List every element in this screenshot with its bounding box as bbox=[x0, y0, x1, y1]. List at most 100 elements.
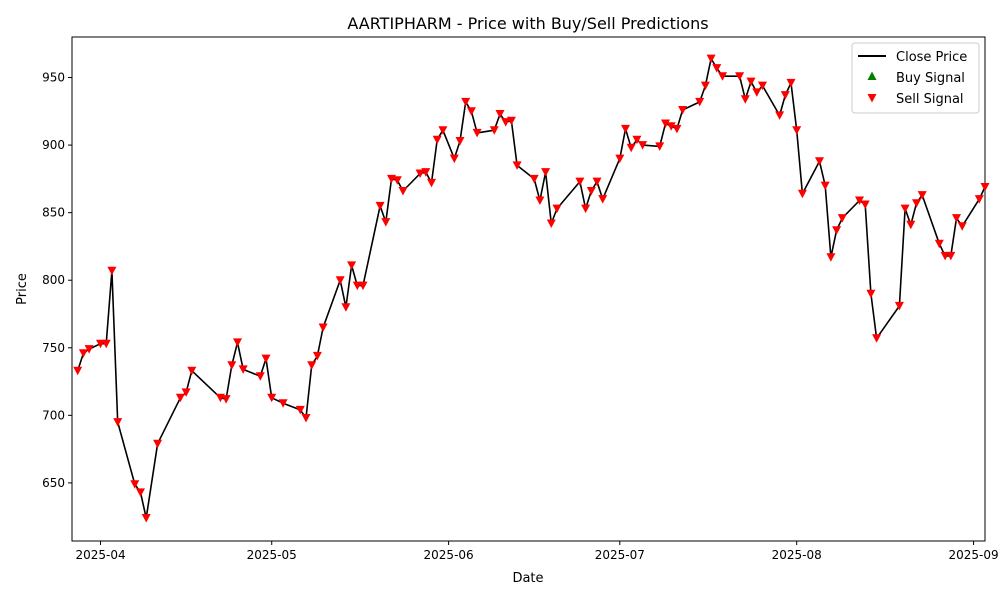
legend-box bbox=[851, 42, 980, 114]
sell-signal-marker bbox=[392, 176, 402, 185]
sell-signal-marker bbox=[661, 119, 670, 128]
y-tick-label: 700 bbox=[42, 408, 65, 422]
sell-signal-marker bbox=[894, 301, 904, 311]
sell-signal-marker bbox=[415, 169, 425, 178]
sell-signal-marker bbox=[130, 480, 140, 489]
sell-signal-marker bbox=[952, 214, 961, 223]
sell-signal-marker bbox=[752, 88, 762, 97]
sell-signal-marker bbox=[238, 365, 248, 374]
sell-signal-marker bbox=[398, 187, 408, 196]
sell-signal-marker bbox=[358, 281, 368, 291]
sell-signal-marker bbox=[940, 251, 950, 261]
sell-signal-marker bbox=[826, 253, 836, 262]
sell-signal-marker bbox=[575, 177, 585, 187]
sell-signal-marker bbox=[489, 126, 499, 135]
sell-signal-marker bbox=[780, 91, 790, 100]
sell-signal-marker bbox=[678, 106, 688, 115]
sell-signal-marker bbox=[586, 187, 596, 196]
sell-signal-marker bbox=[552, 204, 562, 214]
sell-signal-marker bbox=[740, 95, 750, 104]
sell-signal-marker bbox=[506, 116, 516, 126]
y-tick-label: 950 bbox=[42, 71, 65, 85]
sell-signal-marker bbox=[421, 168, 431, 177]
sell-signal-marker bbox=[466, 107, 476, 116]
legend-close-price-label: Close Price bbox=[896, 50, 967, 65]
sell-signal-marker bbox=[718, 72, 727, 81]
sell-signal-marker bbox=[233, 338, 242, 347]
sell-signal-marker bbox=[672, 124, 682, 134]
x-axis-label: Date bbox=[512, 571, 543, 586]
sell-signal-marker bbox=[318, 323, 328, 332]
sell-signal-marker bbox=[957, 222, 967, 231]
sell-signal-marker bbox=[512, 161, 522, 170]
sell-signal-marker bbox=[255, 372, 265, 381]
x-tick-label: 2025-07 bbox=[595, 548, 645, 562]
sell-signal-marker bbox=[113, 418, 123, 427]
sell-signal-marker bbox=[495, 110, 505, 119]
sell-signal-marker bbox=[501, 118, 511, 127]
y-tick-label: 900 bbox=[42, 138, 65, 152]
sell-signal-marker bbox=[615, 154, 625, 164]
sell-signal-marker bbox=[278, 399, 288, 408]
y-axis-label: Price bbox=[15, 273, 30, 305]
sell-signal-marker bbox=[706, 54, 716, 64]
sell-signal-marker bbox=[832, 226, 842, 235]
sell-signal-marker bbox=[307, 361, 317, 370]
sell-signal-marker bbox=[700, 81, 710, 91]
sell-signal-marker bbox=[107, 266, 117, 276]
sell-signal-marker bbox=[980, 183, 990, 192]
sell-signal-marker bbox=[655, 142, 665, 151]
sell-signal-marker bbox=[352, 281, 362, 291]
sell-signal-marker bbox=[934, 239, 944, 249]
sell-signal-marker bbox=[695, 97, 705, 107]
sell-signal-marker bbox=[295, 405, 305, 415]
sell-signal-marker bbox=[73, 366, 83, 376]
sell-signal-marker bbox=[347, 261, 357, 270]
x-tick-label: 2025-04 bbox=[75, 548, 125, 562]
sell-signal-marker bbox=[666, 122, 676, 131]
sell-signal-marker bbox=[621, 124, 630, 134]
sell-signal-marker bbox=[101, 339, 111, 349]
x-tick-label: 2025-08 bbox=[772, 548, 822, 562]
sell-signal-marker bbox=[529, 174, 539, 184]
sell-signal-marker bbox=[141, 514, 151, 523]
sell-signal-marker bbox=[712, 64, 722, 73]
y-tick-label: 650 bbox=[42, 476, 65, 490]
sell-signal-marker bbox=[455, 137, 465, 146]
sell-signal-marker bbox=[974, 195, 984, 204]
sell-signal-marker bbox=[546, 219, 556, 228]
sell-signal-marker bbox=[301, 414, 311, 423]
sell-signal-marker bbox=[797, 189, 807, 199]
sell-signal-marker bbox=[261, 354, 271, 364]
y-tick-label: 750 bbox=[42, 341, 65, 355]
sell-signal-marker bbox=[461, 97, 471, 107]
sell-signal-marker bbox=[267, 393, 277, 403]
sell-signal-marker bbox=[535, 196, 545, 205]
sell-signal-marker bbox=[735, 72, 745, 81]
sell-signal-marker bbox=[175, 393, 185, 403]
sell-signal-marker bbox=[438, 126, 448, 135]
sell-signal-marker bbox=[912, 199, 921, 208]
x-axis: 2025-04 2025-05 2025-06 2025-07 2025-08 2025-… bbox=[75, 541, 999, 562]
chart-title: AARTIPHARM - Price with Buy/Sell Predict… bbox=[347, 14, 708, 33]
sell-signal-marker bbox=[153, 439, 163, 449]
sell-signal-marker bbox=[860, 200, 870, 209]
sell-signal-marker bbox=[900, 204, 910, 214]
legend-sell-signal-marker bbox=[867, 94, 877, 103]
sell-signal-marker bbox=[820, 181, 830, 191]
y-axis: 650 700 750 800 850 900 950 bbox=[42, 71, 72, 490]
sell-signal-marker bbox=[746, 77, 756, 87]
legend-sell-signal-label: Sell Signal bbox=[896, 92, 964, 107]
sell-signal-marker bbox=[136, 488, 145, 497]
sell-signal-marker bbox=[792, 126, 802, 135]
sell-signal-marker bbox=[227, 361, 237, 370]
sell-signal-marker bbox=[638, 141, 648, 150]
sell-signal-marker bbox=[381, 218, 391, 227]
sell-signal-marker bbox=[187, 366, 197, 376]
y-tick-label: 850 bbox=[42, 206, 65, 220]
sell-signal-marker bbox=[181, 388, 191, 397]
sell-signal-marker bbox=[84, 345, 94, 354]
sell-signal-marker bbox=[906, 220, 916, 230]
x-tick-label: 2025-06 bbox=[424, 548, 474, 562]
